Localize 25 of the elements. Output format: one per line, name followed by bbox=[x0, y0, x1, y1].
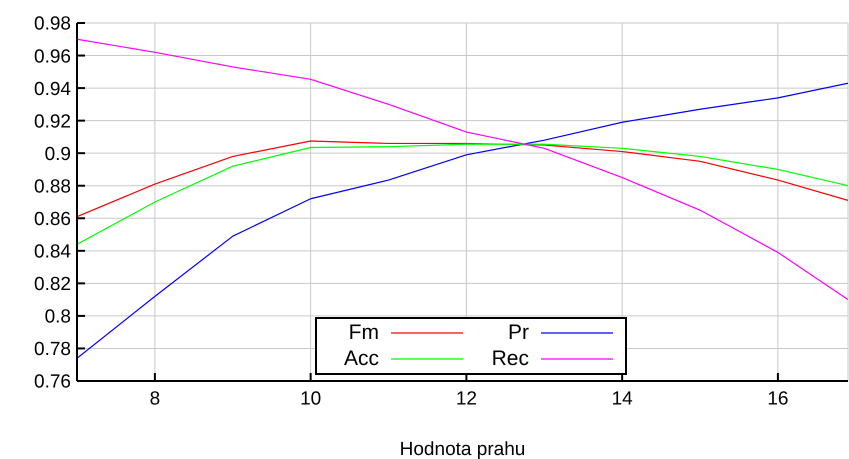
y-tick-label: 0.82 bbox=[34, 274, 71, 296]
legend-label: Acc bbox=[342, 347, 379, 371]
legend-label: Rec bbox=[490, 347, 529, 371]
x-tick-label: 8 bbox=[150, 388, 160, 410]
x-tick-label: 16 bbox=[767, 388, 788, 410]
x-tick-label: 12 bbox=[456, 388, 477, 410]
line-series bbox=[77, 144, 848, 245]
y-tick-label: 0.86 bbox=[34, 209, 71, 230]
y-tick-label: 0.78 bbox=[34, 339, 71, 360]
x-tick-label: 14 bbox=[612, 388, 634, 410]
line-series bbox=[77, 38, 848, 300]
x-axis-title: Hodnota prahu bbox=[400, 439, 526, 459]
y-tick-label: 0.9 bbox=[44, 144, 71, 165]
y-tick-label: 0.96 bbox=[34, 46, 71, 68]
y-tick-label: 0.84 bbox=[34, 242, 72, 263]
y-tick-label: 0.8 bbox=[44, 306, 71, 328]
y-tick-label: 0.76 bbox=[34, 372, 71, 393]
legend-label: Pr bbox=[507, 321, 529, 345]
y-tick-label: 0.94 bbox=[34, 78, 72, 100]
legend-label: Fm bbox=[348, 321, 379, 345]
y-tick-label: 0.88 bbox=[34, 176, 71, 198]
y-tick-label: 0.98 bbox=[34, 14, 71, 35]
line-series bbox=[77, 140, 848, 218]
y-tick-label: 0.92 bbox=[34, 111, 71, 132]
x-tick-label: 10 bbox=[300, 388, 322, 410]
